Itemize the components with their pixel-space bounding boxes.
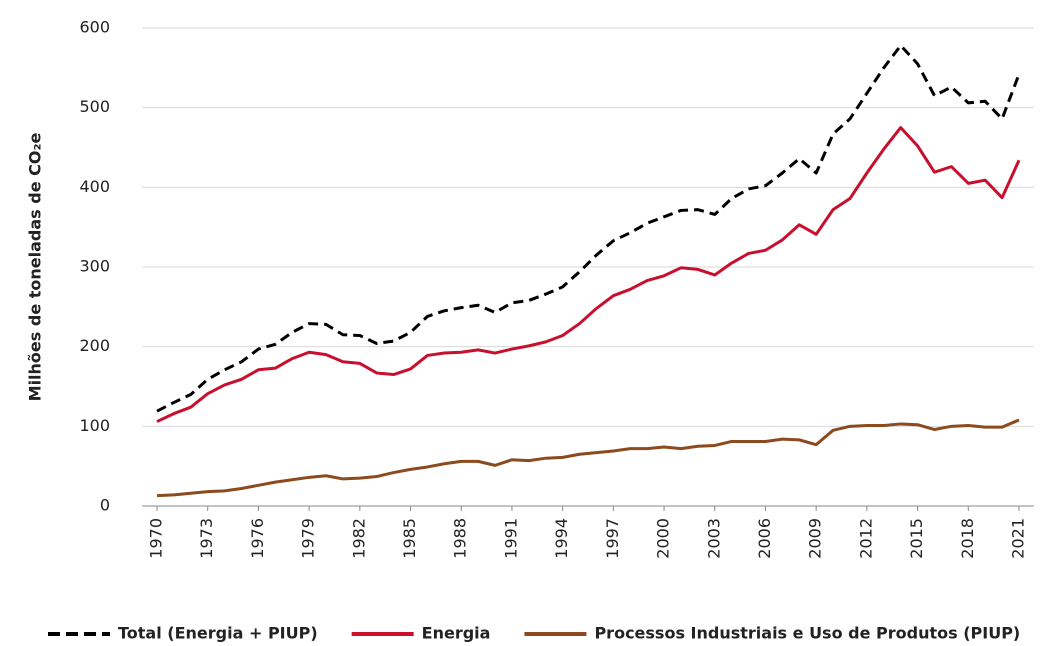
x-tick-label: 2000: [654, 518, 673, 559]
x-tick-label: 1976: [248, 518, 267, 559]
x-tick-label: 2009: [806, 518, 825, 559]
x-tick-label: 1985: [400, 518, 419, 559]
x-tick-label: 2012: [856, 518, 875, 559]
x-tick-label: 1982: [349, 518, 368, 559]
series-line: [156, 126, 1021, 423]
x-tick-label: 1988: [451, 518, 470, 559]
y-tick-label: 300: [79, 257, 110, 276]
x-tick-label: 2006: [755, 518, 774, 559]
legend-label: Processos Industriais e Uso de Produtos …: [594, 624, 1020, 643]
x-tick-label: 2021: [1009, 518, 1028, 559]
x-tick-label: 1970: [147, 518, 166, 559]
x-tick-label: 2018: [958, 518, 977, 559]
x-tick-label: 2015: [907, 518, 926, 559]
y-tick-label: 100: [79, 416, 110, 435]
legend-label: Energia: [422, 624, 491, 643]
y-tick-label: 400: [79, 177, 110, 196]
x-tick-label: 1991: [501, 518, 520, 559]
x-tick-label: 2003: [704, 518, 723, 559]
series-line: [156, 418, 1020, 498]
y-tick-label: 0: [100, 496, 110, 515]
x-tick-label: 1994: [552, 518, 571, 559]
series-line: [156, 44, 1021, 413]
legend-label: Total (Energia + PIUP): [118, 624, 318, 643]
x-tick-label: 1973: [197, 518, 216, 559]
x-tick-label: 1979: [299, 518, 318, 559]
y-axis-label: Milhões de toneladas de CO₂e: [26, 133, 45, 402]
x-tick-label: 1997: [603, 518, 622, 559]
y-tick-label: 600: [79, 18, 110, 37]
y-tick-label: 200: [79, 336, 110, 355]
y-tick-label: 500: [79, 97, 110, 116]
